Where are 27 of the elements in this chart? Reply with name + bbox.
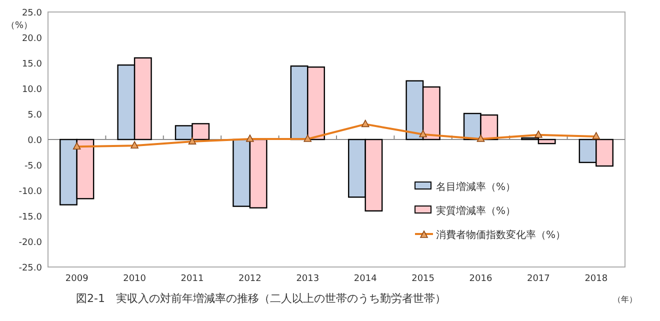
y-tick-label: 5.0 xyxy=(28,110,42,120)
y-axis-title: （%） xyxy=(6,21,33,31)
y-tick-label: 10.0 xyxy=(22,85,42,95)
x-tick-label: 2013 xyxy=(296,274,320,284)
y-tick-label: -25.0 xyxy=(18,264,42,274)
y-tick-label: -5.0 xyxy=(24,162,42,172)
y-tick-label: 15.0 xyxy=(22,60,42,70)
y-tick-label: -10.0 xyxy=(18,187,42,197)
legend-label: 名目増減率（%） xyxy=(436,181,516,193)
x-tick-label: 2015 xyxy=(412,274,435,284)
legend-label: 消費者物価指数変化率（%） xyxy=(436,229,566,241)
x-tick-label: 2018 xyxy=(584,274,608,284)
y-tick-label: -20.0 xyxy=(18,238,42,248)
y-tick-label: 0.0 xyxy=(28,136,42,146)
x-tick-label: 2012 xyxy=(238,274,262,284)
y-tick-label: 20.0 xyxy=(22,34,42,44)
y-tick-label: -15.0 xyxy=(18,212,42,222)
x-tick-label: 2016 xyxy=(469,274,492,284)
y-tick-label: 25.0 xyxy=(22,8,42,18)
x-tick-label: 2017 xyxy=(526,274,550,284)
text: 図2-1 実収入の対前年増減率の推移（二人以上の世帯のうち勤労者世帯） xyxy=(76,292,446,305)
legend-label: 実質増減率（%） xyxy=(436,205,516,217)
x-tick-label: 2014 xyxy=(354,274,378,284)
x-tick-label: 2010 xyxy=(123,274,146,284)
x-tick-label: 2009 xyxy=(65,274,89,284)
x-tick-label: 2011 xyxy=(180,274,204,284)
x-axis-title: （年） xyxy=(613,295,637,304)
